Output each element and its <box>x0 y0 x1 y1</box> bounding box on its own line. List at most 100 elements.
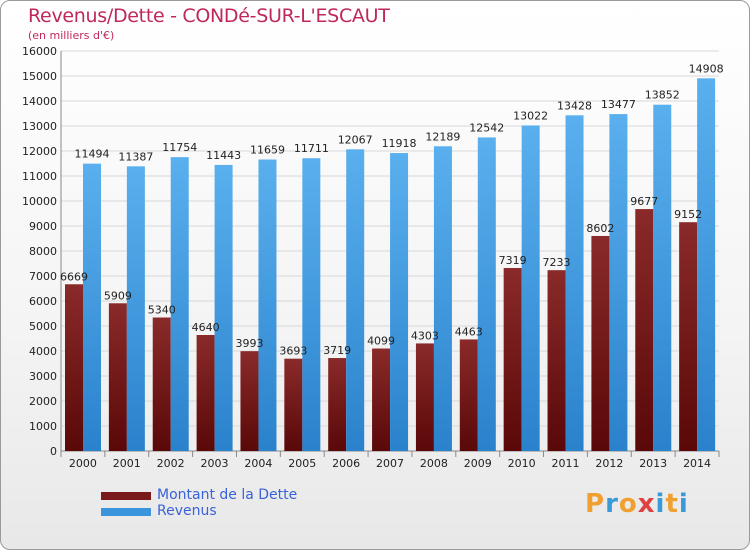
data-label-revenue: 12542 <box>469 121 504 134</box>
data-label-debt: 7319 <box>499 254 527 267</box>
bar-revenue <box>83 163 101 451</box>
x-tick-label: 2014 <box>683 457 711 470</box>
y-tick-label: 9000 <box>29 220 57 233</box>
y-tick-label: 11000 <box>22 170 57 183</box>
x-tick-label: 2009 <box>464 457 492 470</box>
bar-revenue <box>346 149 365 451</box>
y-tick-label: 2000 <box>29 395 57 408</box>
data-label-revenue: 13428 <box>557 99 592 112</box>
chart-subtitle: (en milliers d'€) <box>28 29 115 42</box>
bar-revenue <box>390 153 409 452</box>
data-label-debt: 8602 <box>586 222 614 235</box>
y-tick-label: 14000 <box>22 95 57 108</box>
bar-revenue <box>258 159 277 451</box>
logo-letter: o <box>618 489 638 519</box>
bar-debt <box>635 209 654 451</box>
data-label-debt: 9152 <box>674 208 702 221</box>
data-label-debt: 3719 <box>323 344 351 357</box>
bar-debt <box>459 339 478 451</box>
data-label-debt: 4303 <box>411 329 439 342</box>
bar-debt <box>372 348 391 451</box>
y-tick-label: 4000 <box>29 345 57 358</box>
data-label-debt: 5340 <box>148 304 176 317</box>
data-label-revenue: 11387 <box>118 150 153 163</box>
x-tick-label: 2001 <box>113 457 141 470</box>
bar-revenue <box>653 104 672 451</box>
data-label-debt: 4099 <box>367 335 395 348</box>
bar-debt <box>152 317 171 451</box>
data-label-debt: 5909 <box>104 289 132 302</box>
data-label-debt: 3993 <box>235 337 263 350</box>
x-tick-label: 2012 <box>595 457 623 470</box>
data-label-debt: 3693 <box>279 345 307 358</box>
x-tick-label: 2006 <box>332 457 360 470</box>
legend-swatch-debt <box>101 492 151 500</box>
data-label-revenue: 11494 <box>75 148 110 161</box>
logo-letter: t <box>665 489 679 519</box>
bar-debt <box>65 284 83 451</box>
proxiti-logo: Proxiti <box>585 489 689 519</box>
data-label-revenue: 13022 <box>513 109 548 122</box>
logo-letter: P <box>585 489 606 519</box>
bar-debt <box>415 343 434 451</box>
data-label-revenue: 14908 <box>689 62 724 75</box>
x-tick-label: 2000 <box>69 457 97 470</box>
bar-revenue <box>170 157 189 451</box>
data-label-revenue: 12189 <box>425 130 460 143</box>
bar-debt <box>547 270 566 451</box>
bar-debt <box>108 303 127 451</box>
data-label-debt: 4640 <box>192 321 220 334</box>
x-tick-label: 2013 <box>639 457 667 470</box>
bar-debt <box>240 351 259 451</box>
y-tick-label: 7000 <box>29 270 57 283</box>
y-tick-label: 5000 <box>29 320 57 333</box>
bar-revenue <box>126 166 145 451</box>
bar-debt <box>196 335 215 451</box>
bar-debt <box>503 268 522 451</box>
legend-label-debt: Montant de la Dette <box>157 487 298 503</box>
logo-letter: r <box>605 489 619 519</box>
x-tick-label: 2008 <box>420 457 448 470</box>
x-tick-label: 2005 <box>288 457 316 470</box>
data-label-debt: 4463 <box>455 325 483 338</box>
chart-title: Revenus/Dette - CONDé-SUR-L'ESCAUT <box>28 5 390 27</box>
y-tick-label: 10000 <box>22 195 57 208</box>
data-label-revenue: 11443 <box>206 149 241 162</box>
y-tick-label: 0 <box>50 445 57 458</box>
x-tick-label: 2010 <box>508 457 536 470</box>
y-tick-label: 6000 <box>29 295 57 308</box>
bar-debt <box>591 235 610 451</box>
bar-revenue <box>433 146 452 451</box>
y-tick-label: 13000 <box>22 120 57 133</box>
data-label-revenue: 12067 <box>338 133 373 146</box>
legend-label-revenue: Revenus <box>157 503 217 519</box>
data-label-revenue: 13477 <box>601 98 636 111</box>
bar-revenue <box>521 125 540 451</box>
x-tick-label: 2011 <box>551 457 579 470</box>
data-label-revenue: 13852 <box>645 89 680 102</box>
logo-letter: x <box>637 489 656 519</box>
data-label-debt: 9677 <box>630 195 658 208</box>
legend-swatch-revenue <box>101 508 151 516</box>
bar-revenue <box>565 115 584 452</box>
data-label-debt: 6669 <box>60 270 88 283</box>
bar-revenue <box>697 78 716 452</box>
bar-revenue <box>609 114 628 451</box>
data-label-revenue: 11754 <box>162 141 197 154</box>
y-tick-label: 12000 <box>22 145 57 158</box>
data-label-revenue: 11659 <box>250 144 285 157</box>
logo-letter: i <box>678 489 689 519</box>
y-tick-label: 16000 <box>22 45 57 58</box>
bar-debt <box>328 358 347 451</box>
x-tick-label: 2004 <box>244 457 272 470</box>
bar-revenue <box>302 158 321 451</box>
bar-debt <box>284 358 303 451</box>
y-tick-label: 1000 <box>29 420 57 433</box>
bar-revenue <box>214 164 233 452</box>
x-tick-label: 2002 <box>157 457 185 470</box>
data-label-revenue: 11918 <box>382 137 417 150</box>
data-label-debt: 7233 <box>543 256 571 269</box>
bar-debt <box>679 222 698 451</box>
logo-letter: i <box>655 489 666 519</box>
